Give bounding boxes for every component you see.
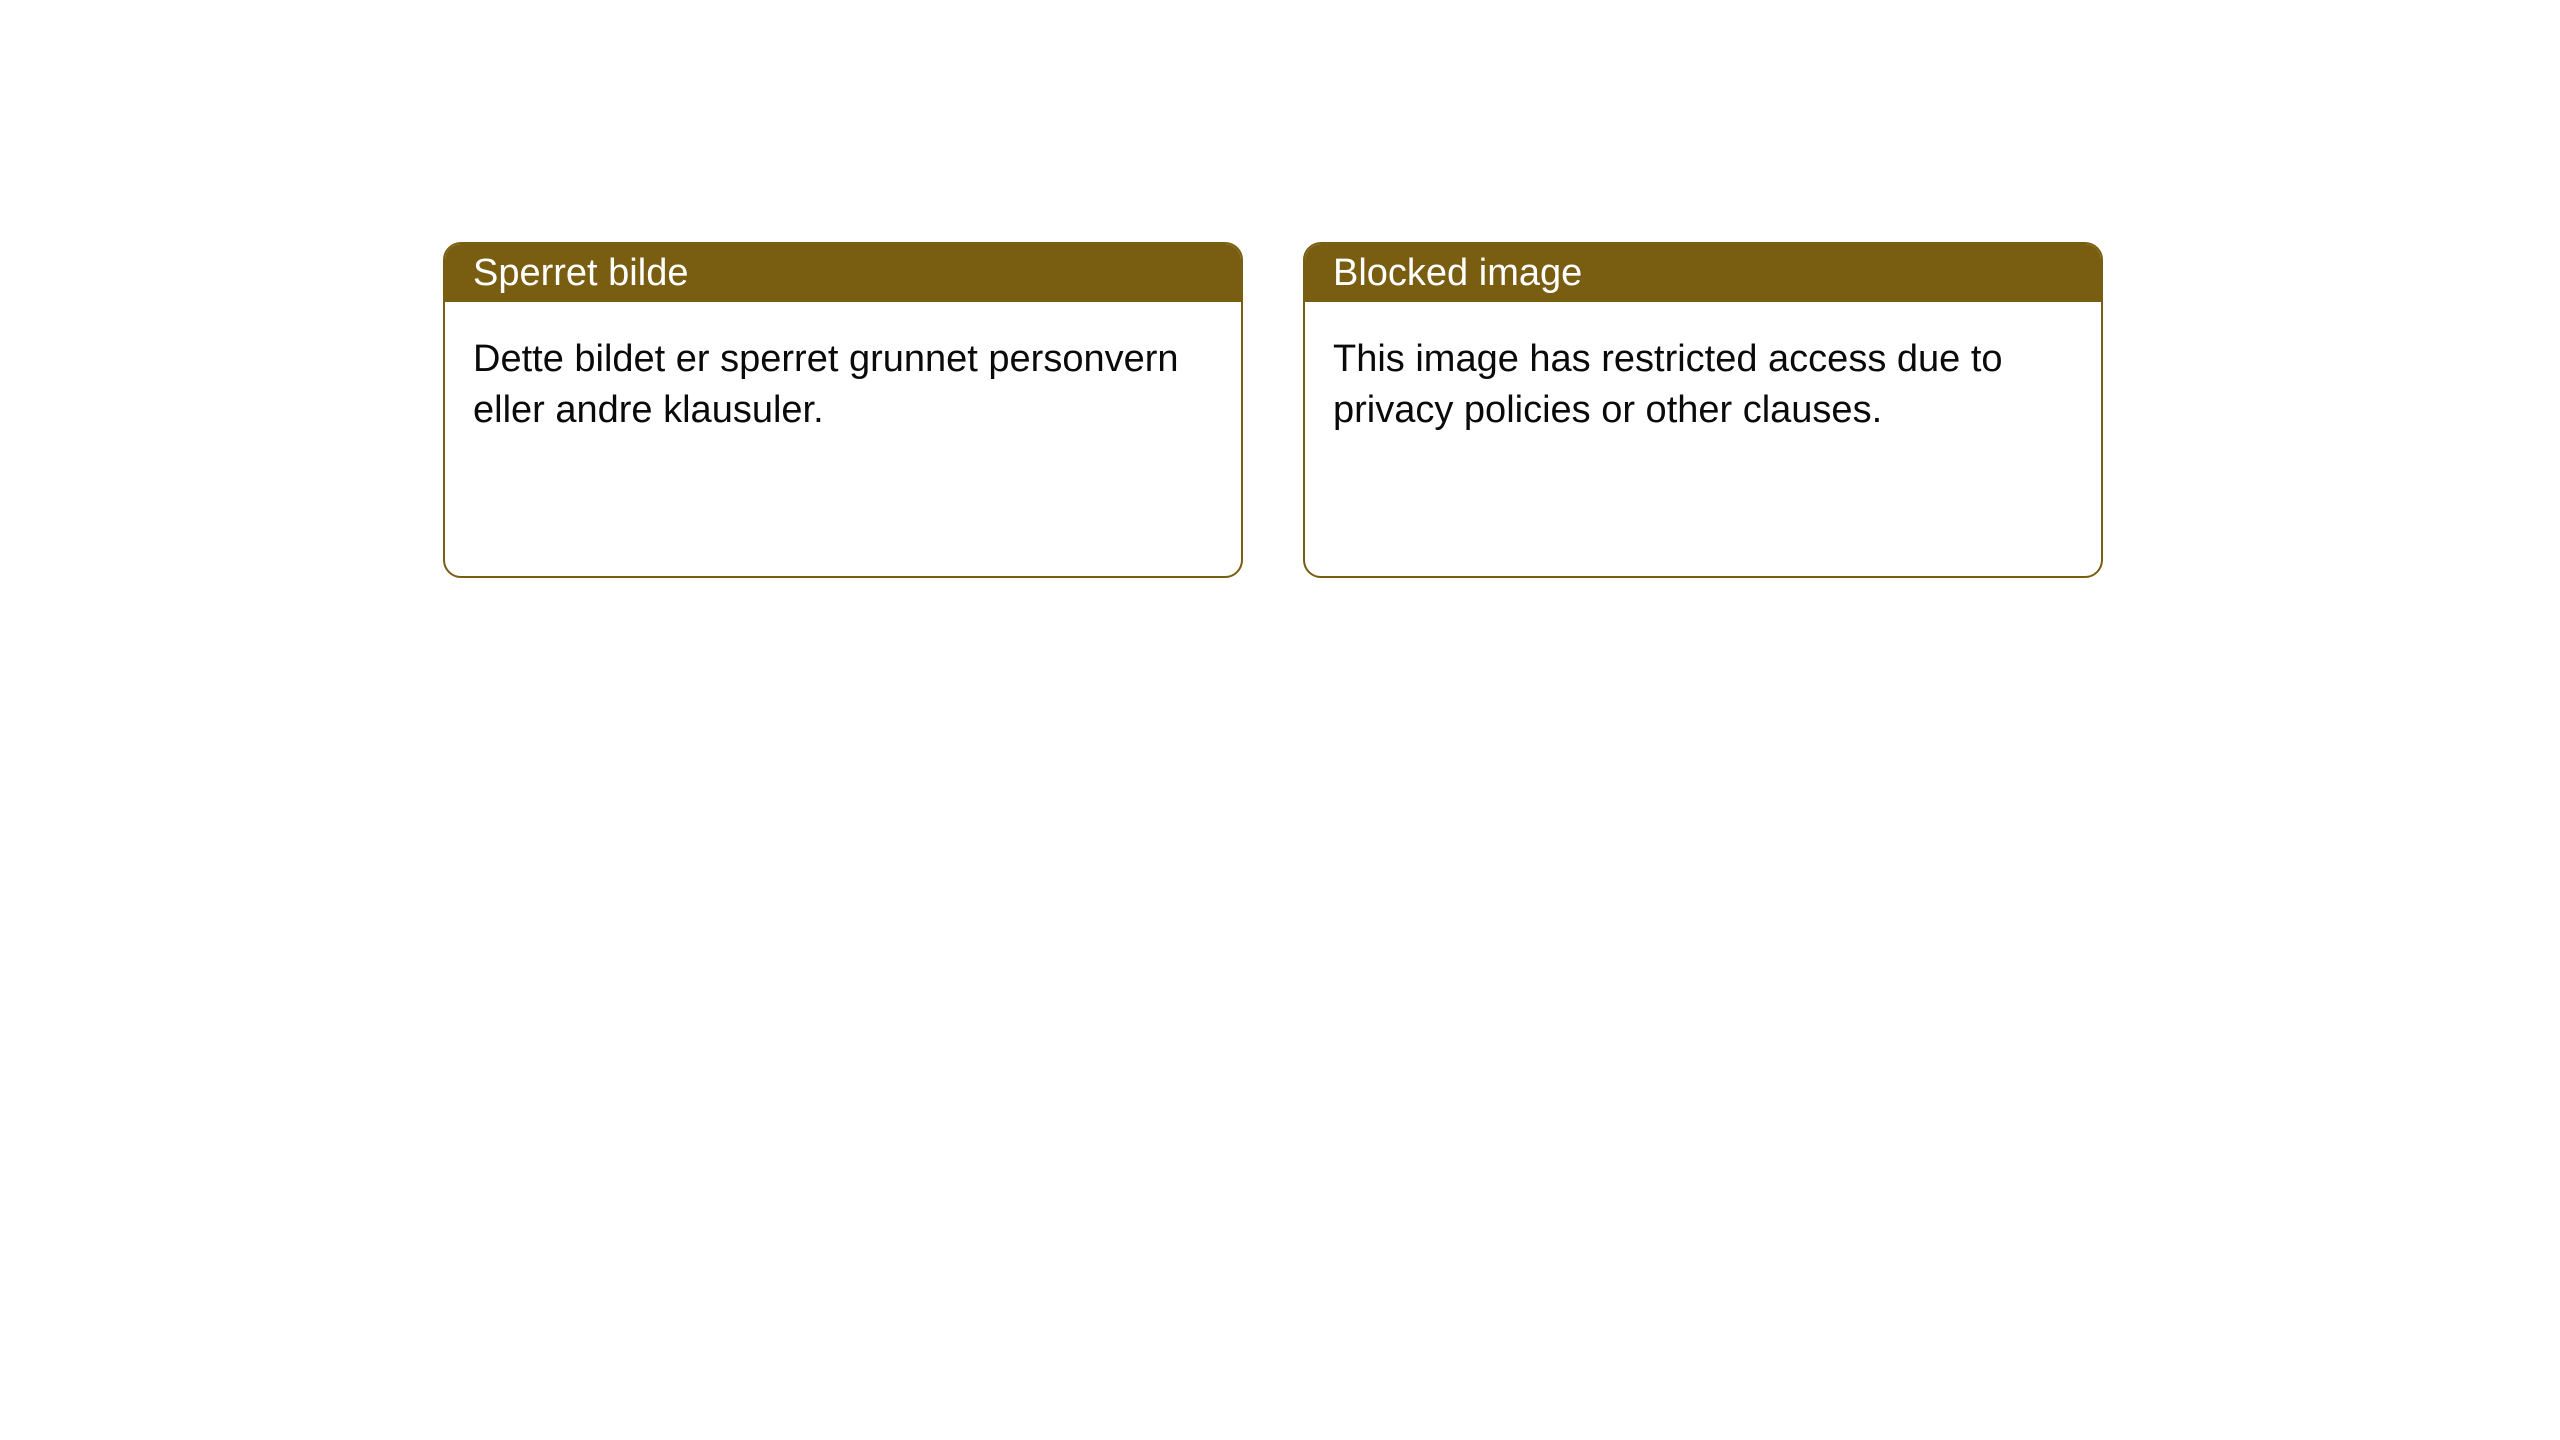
card-title: Blocked image (1333, 252, 1582, 295)
card-header: Sperret bilde (445, 244, 1241, 302)
card-body-text: This image has restricted access due to … (1333, 338, 2003, 431)
card-title: Sperret bilde (473, 252, 688, 295)
card-header: Blocked image (1305, 244, 2101, 302)
card-blocked-no: Sperret bilde Dette bildet er sperret gr… (443, 242, 1243, 578)
cards-row: Sperret bilde Dette bildet er sperret gr… (443, 242, 2560, 578)
page-root: Sperret bilde Dette bildet er sperret gr… (0, 0, 2560, 1440)
card-body-text: Dette bildet er sperret grunnet personve… (473, 338, 1179, 431)
card-body: This image has restricted access due to … (1305, 302, 2101, 469)
card-body: Dette bildet er sperret grunnet personve… (445, 302, 1241, 469)
card-blocked-en: Blocked image This image has restricted … (1303, 242, 2103, 578)
